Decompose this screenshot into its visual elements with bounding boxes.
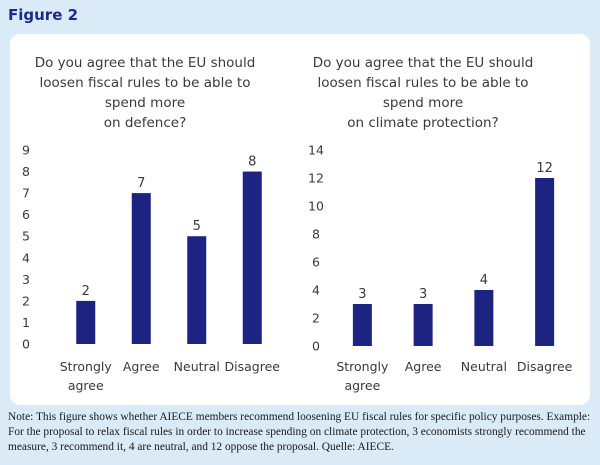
- figure-note: Note: This figure shows whether AIECE me…: [8, 411, 591, 454]
- chart-2-y-tick-label: 4: [312, 283, 320, 298]
- chart-1-y-tick-label: 1: [22, 315, 30, 330]
- charts-svg: Do you agree that the EU should loosen fi…: [22, 55, 573, 393]
- chart-2-bar: [474, 290, 494, 346]
- chart-1-y-tick-label: 3: [22, 272, 30, 287]
- chart-1-category-label: Neutral: [174, 359, 220, 374]
- chart-1-value-label: 2: [82, 284, 90, 299]
- chart-1-category-label: Strongly: [60, 359, 113, 374]
- chart-1-title-line: on defence?: [104, 115, 187, 131]
- chart-1-title-line: Do you agree that the EU should: [35, 55, 256, 71]
- chart-2-category-label: agree: [344, 378, 380, 393]
- chart-2-category-label: Neutral: [461, 359, 507, 374]
- chart-2-category-label: Strongly: [336, 359, 389, 374]
- chart-2-y-tick-label: 10: [308, 199, 324, 214]
- chart-2-y-tick-label: 2: [312, 311, 320, 326]
- chart-1-value-label: 7: [137, 176, 145, 191]
- chart-1-y-tick-label: 0: [22, 337, 30, 352]
- chart-2-category-label: Agree: [405, 359, 442, 374]
- chart-1-y-tick-label: 6: [22, 207, 30, 222]
- chart-1-bar: [131, 193, 151, 344]
- chart-2-value-label: 12: [536, 161, 553, 176]
- figure-label: Figure 2: [8, 6, 79, 24]
- chart-2-value-label: 4: [480, 273, 488, 288]
- chart-1-category-label: agree: [68, 378, 104, 393]
- chart-2-value-label: 3: [419, 287, 427, 302]
- chart-1-y-tick-label: 4: [22, 250, 30, 265]
- chart-2-y-tick-label: 0: [312, 339, 320, 354]
- chart-1-y-tick-label: 8: [22, 164, 30, 179]
- chart-1-title-line: spend more: [105, 95, 185, 111]
- chart-2-y-tick-label: 12: [308, 171, 324, 186]
- chart-1-bar: [242, 171, 262, 344]
- chart-2-bar: [352, 304, 372, 346]
- chart-1-bar: [187, 236, 207, 344]
- chart-2-title-line: spend more: [383, 95, 463, 111]
- chart-1-category-label: Disagree: [225, 359, 281, 374]
- chart-1-y-tick-label: 2: [22, 293, 30, 308]
- chart-2-category-label: Disagree: [517, 359, 573, 374]
- chart-panel: Do you agree that the EU should loosen fi…: [10, 34, 590, 405]
- chart-2-y-tick-label: 8: [312, 227, 320, 242]
- chart-2-y-tick-label: 6: [312, 255, 320, 270]
- chart-1-y-tick-label: 7: [22, 186, 30, 201]
- chart-1-value-label: 8: [248, 155, 256, 170]
- chart-2-bar: [535, 178, 555, 346]
- chart-1-y-tick-label: 9: [22, 143, 30, 158]
- chart-2-title-line: Do you agree that the EU should: [313, 55, 534, 71]
- chart-1-y-tick-label: 5: [22, 229, 30, 244]
- chart-2-title-line: on climate protection?: [347, 115, 498, 131]
- chart-1-value-label: 5: [193, 219, 201, 234]
- chart-1-category-label: Agree: [123, 359, 160, 374]
- chart-1-bar: [76, 300, 96, 344]
- chart-2-value-label: 3: [358, 287, 366, 302]
- chart-1-title-line: loosen fiscal rules to be able to: [40, 75, 251, 91]
- chart-2-y-tick-label: 14: [308, 143, 324, 158]
- chart-2-title-line: loosen fiscal rules to be able to: [318, 75, 529, 91]
- chart-2-bar: [413, 304, 433, 346]
